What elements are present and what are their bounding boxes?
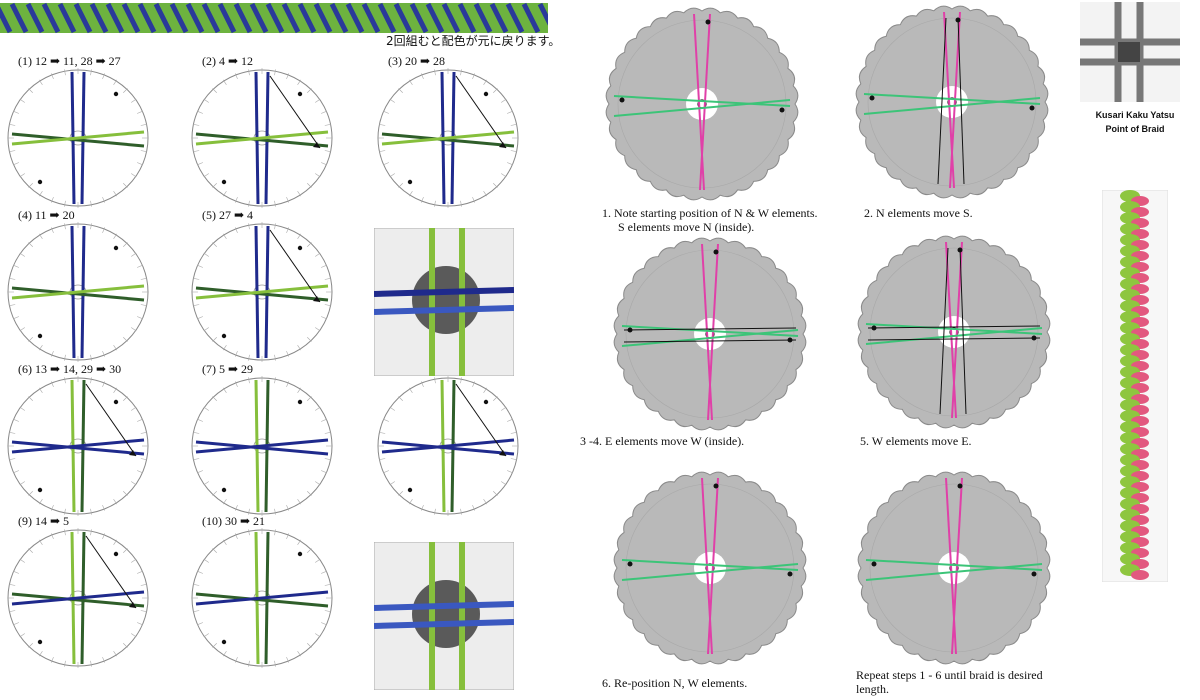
- step-label-1: (1) 12 ➡ 11, 28 ➡ 27: [18, 54, 121, 68]
- step-label-9: (9) 14 ➡ 5: [18, 514, 70, 528]
- kumihimo-disk-3: [613, 237, 807, 431]
- step-label-4: (4) 11 ➡ 20: [18, 208, 75, 222]
- step-label-7: (7) 5 ➡ 29: [202, 362, 254, 376]
- caption-step5: 5. W elements move E.: [860, 434, 972, 448]
- top-note: 2回組むと配色が元に戻ります。: [386, 34, 561, 48]
- kumihimo-disk-6: [857, 471, 1051, 665]
- knot-photo-2: [374, 542, 514, 690]
- step-label-3: (3) 20 ➡ 28: [388, 54, 446, 68]
- step-disk-6: [7, 376, 149, 516]
- braid-point-photo: [1080, 2, 1180, 102]
- caption-step3-4: 3 -4. E elements move W (inside).: [580, 434, 745, 448]
- step-disk-3: [377, 68, 519, 208]
- step-label-6: (6) 13 ➡ 14, 29 ➡ 30: [18, 362, 122, 376]
- step-disk-2: [191, 68, 333, 208]
- step-disk-8: [377, 376, 519, 516]
- kumihimo-disk-2: [855, 5, 1049, 199]
- caption-step1-b: S elements move N (inside).: [618, 220, 755, 234]
- braid-photo-top: [0, 2, 548, 34]
- step-disk-4: [7, 222, 149, 362]
- braid-photo-vertical: [1102, 190, 1168, 582]
- left-panel: 2回組むと配色が元に戻ります。 (1) 12 ➡ 11, 28 ➡ 27 (2) …: [0, 0, 560, 700]
- step-disk-5: [191, 222, 333, 362]
- step-label-2: (2) 4 ➡ 12: [202, 54, 254, 68]
- kumihimo-disk-1: [605, 7, 799, 201]
- step-disk-9: [7, 528, 149, 668]
- knot-photo-1: [374, 228, 514, 376]
- step-label-10: (10) 30 ➡ 21: [202, 514, 266, 528]
- caption-repeat-a: Repeat steps 1 - 6 until braid is desire…: [856, 668, 1043, 682]
- braid-point-subtitle: Point of Braid: [1105, 124, 1165, 134]
- middle-panel: 1. Note starting position of N & W eleme…: [580, 0, 1080, 700]
- braid-point-title: Kusari Kaku Yatsu: [1095, 110, 1175, 120]
- step-disk-1: [7, 68, 149, 208]
- step-label-5: (5) 27 ➡ 4: [202, 208, 254, 222]
- caption-step2: 2. N elements move S.: [864, 206, 973, 220]
- caption-step1-a: 1. Note starting position of N & W eleme…: [602, 206, 818, 220]
- caption-step6: 6. Re-position N, W elements.: [602, 676, 748, 690]
- step-disk-7: [191, 376, 333, 516]
- step-disk-10: [191, 528, 333, 668]
- right-panel: Kusari Kaku Yatsu Point of Braid: [1070, 0, 1200, 700]
- kumihimo-disk-4: [857, 235, 1051, 429]
- kumihimo-disk-5: [613, 471, 807, 665]
- caption-repeat-b: length.: [856, 682, 889, 696]
